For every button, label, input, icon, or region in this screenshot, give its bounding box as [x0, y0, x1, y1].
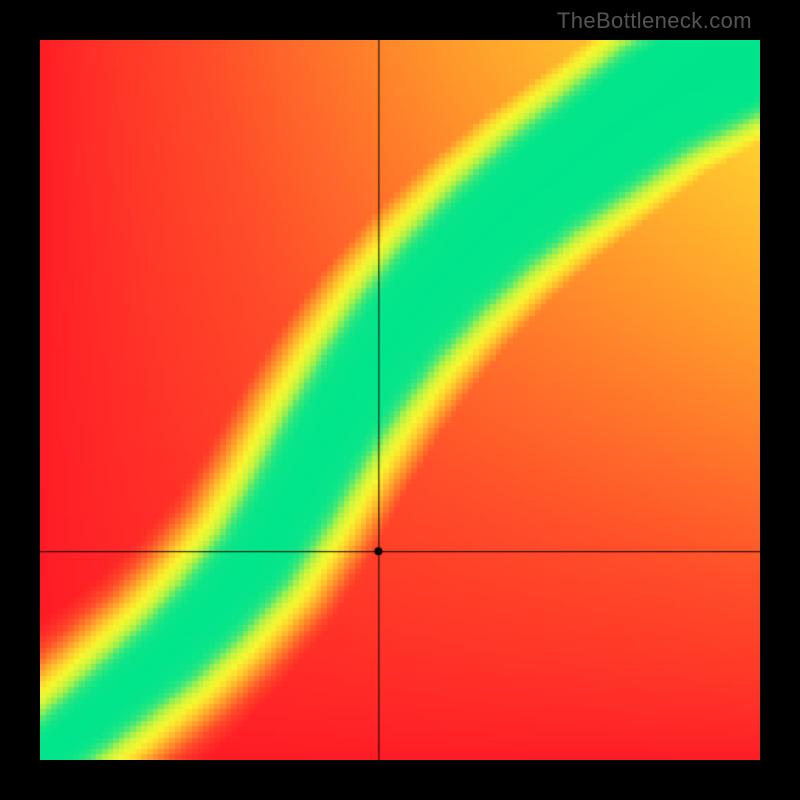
watermark-text: TheBottleneck.com	[557, 8, 752, 34]
bottleneck-heatmap	[40, 40, 760, 760]
chart-frame: { "watermark": { "text": "TheBottleneck.…	[0, 0, 800, 800]
